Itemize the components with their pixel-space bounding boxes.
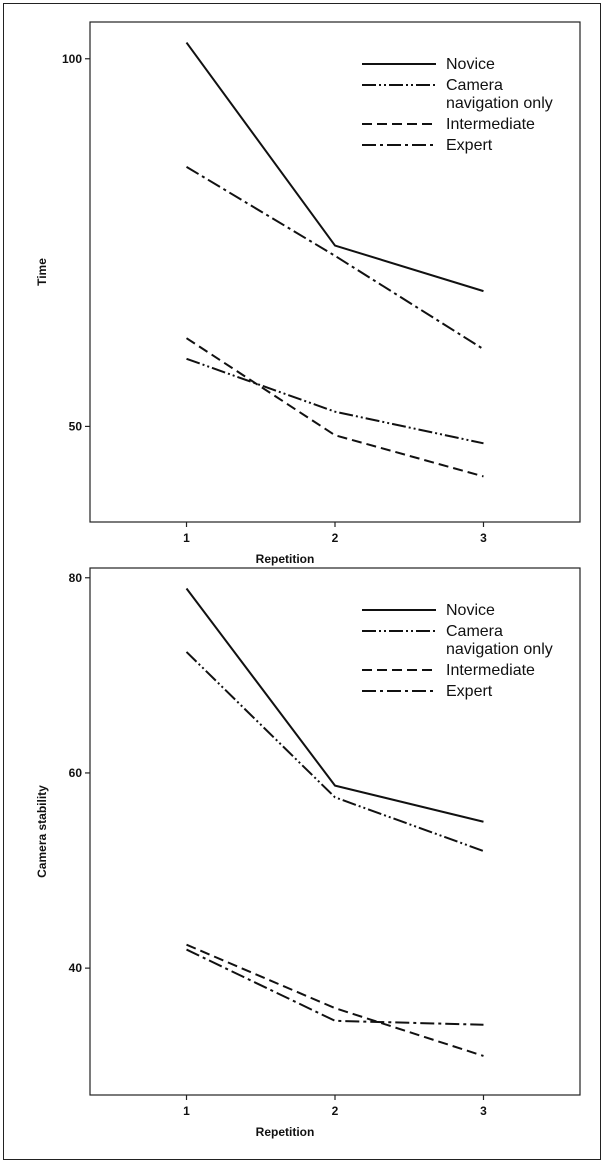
- legend-camera-navigation-only-label: Camera: [446, 623, 503, 640]
- series-line-expert: [186, 948, 484, 1026]
- y-axis-title: Camera stability: [35, 785, 49, 878]
- legend-camera-navigation-only-label: Camera: [446, 77, 503, 94]
- series-line-intermediate: [186, 943, 484, 1057]
- chart-panel-1: 50 100 1 2 3 Repetition Time Novice Cameranaviga…: [35, 21, 581, 566]
- x-tick-label: 1: [183, 1104, 190, 1118]
- series-line-novice: [185, 587, 484, 823]
- y-axis-title: Time: [35, 258, 49, 286]
- x-axis-title: Repetition: [256, 552, 315, 566]
- legend-expert-label: Expert: [446, 137, 493, 154]
- x-tick-label: 3: [480, 1104, 487, 1118]
- x-tick-label: 3: [480, 531, 487, 545]
- y-tick-label: 50: [69, 419, 83, 433]
- series-line-expert: [186, 165, 485, 351]
- series-line-novice: [185, 41, 484, 293]
- y-tick-label: 80: [69, 571, 83, 585]
- x-tick-label: 2: [332, 1104, 339, 1118]
- y-tick-label: 40: [69, 961, 83, 975]
- legend-camera-navigation-only-label: navigation only: [446, 641, 553, 658]
- series-line-camera-navigation-only: [186, 357, 484, 445]
- legend-novice-label: Novice: [446, 602, 495, 619]
- legend-expert-label: Expert: [446, 683, 493, 700]
- y-tick-label: 60: [69, 766, 83, 780]
- chart-panel-2: 40 60 80 1 2 3 Repetition Camera stability Novic…: [35, 567, 581, 1139]
- x-axis-title: Repetition: [256, 1125, 315, 1139]
- series-line-camera-navigation-only: [185, 651, 484, 852]
- legend-intermediate-label: Intermediate: [446, 116, 535, 133]
- legend-novice-label: Novice: [446, 56, 495, 73]
- x-tick-label: 2: [332, 531, 339, 545]
- x-tick-label: 1: [183, 531, 190, 545]
- legend-camera-navigation-only-label: navigation only: [446, 95, 553, 112]
- legend-intermediate-label: Intermediate: [446, 662, 535, 679]
- y-tick-label: 100: [62, 52, 82, 66]
- series-line-intermediate: [185, 337, 484, 478]
- figure-frame: [3, 3, 601, 1160]
